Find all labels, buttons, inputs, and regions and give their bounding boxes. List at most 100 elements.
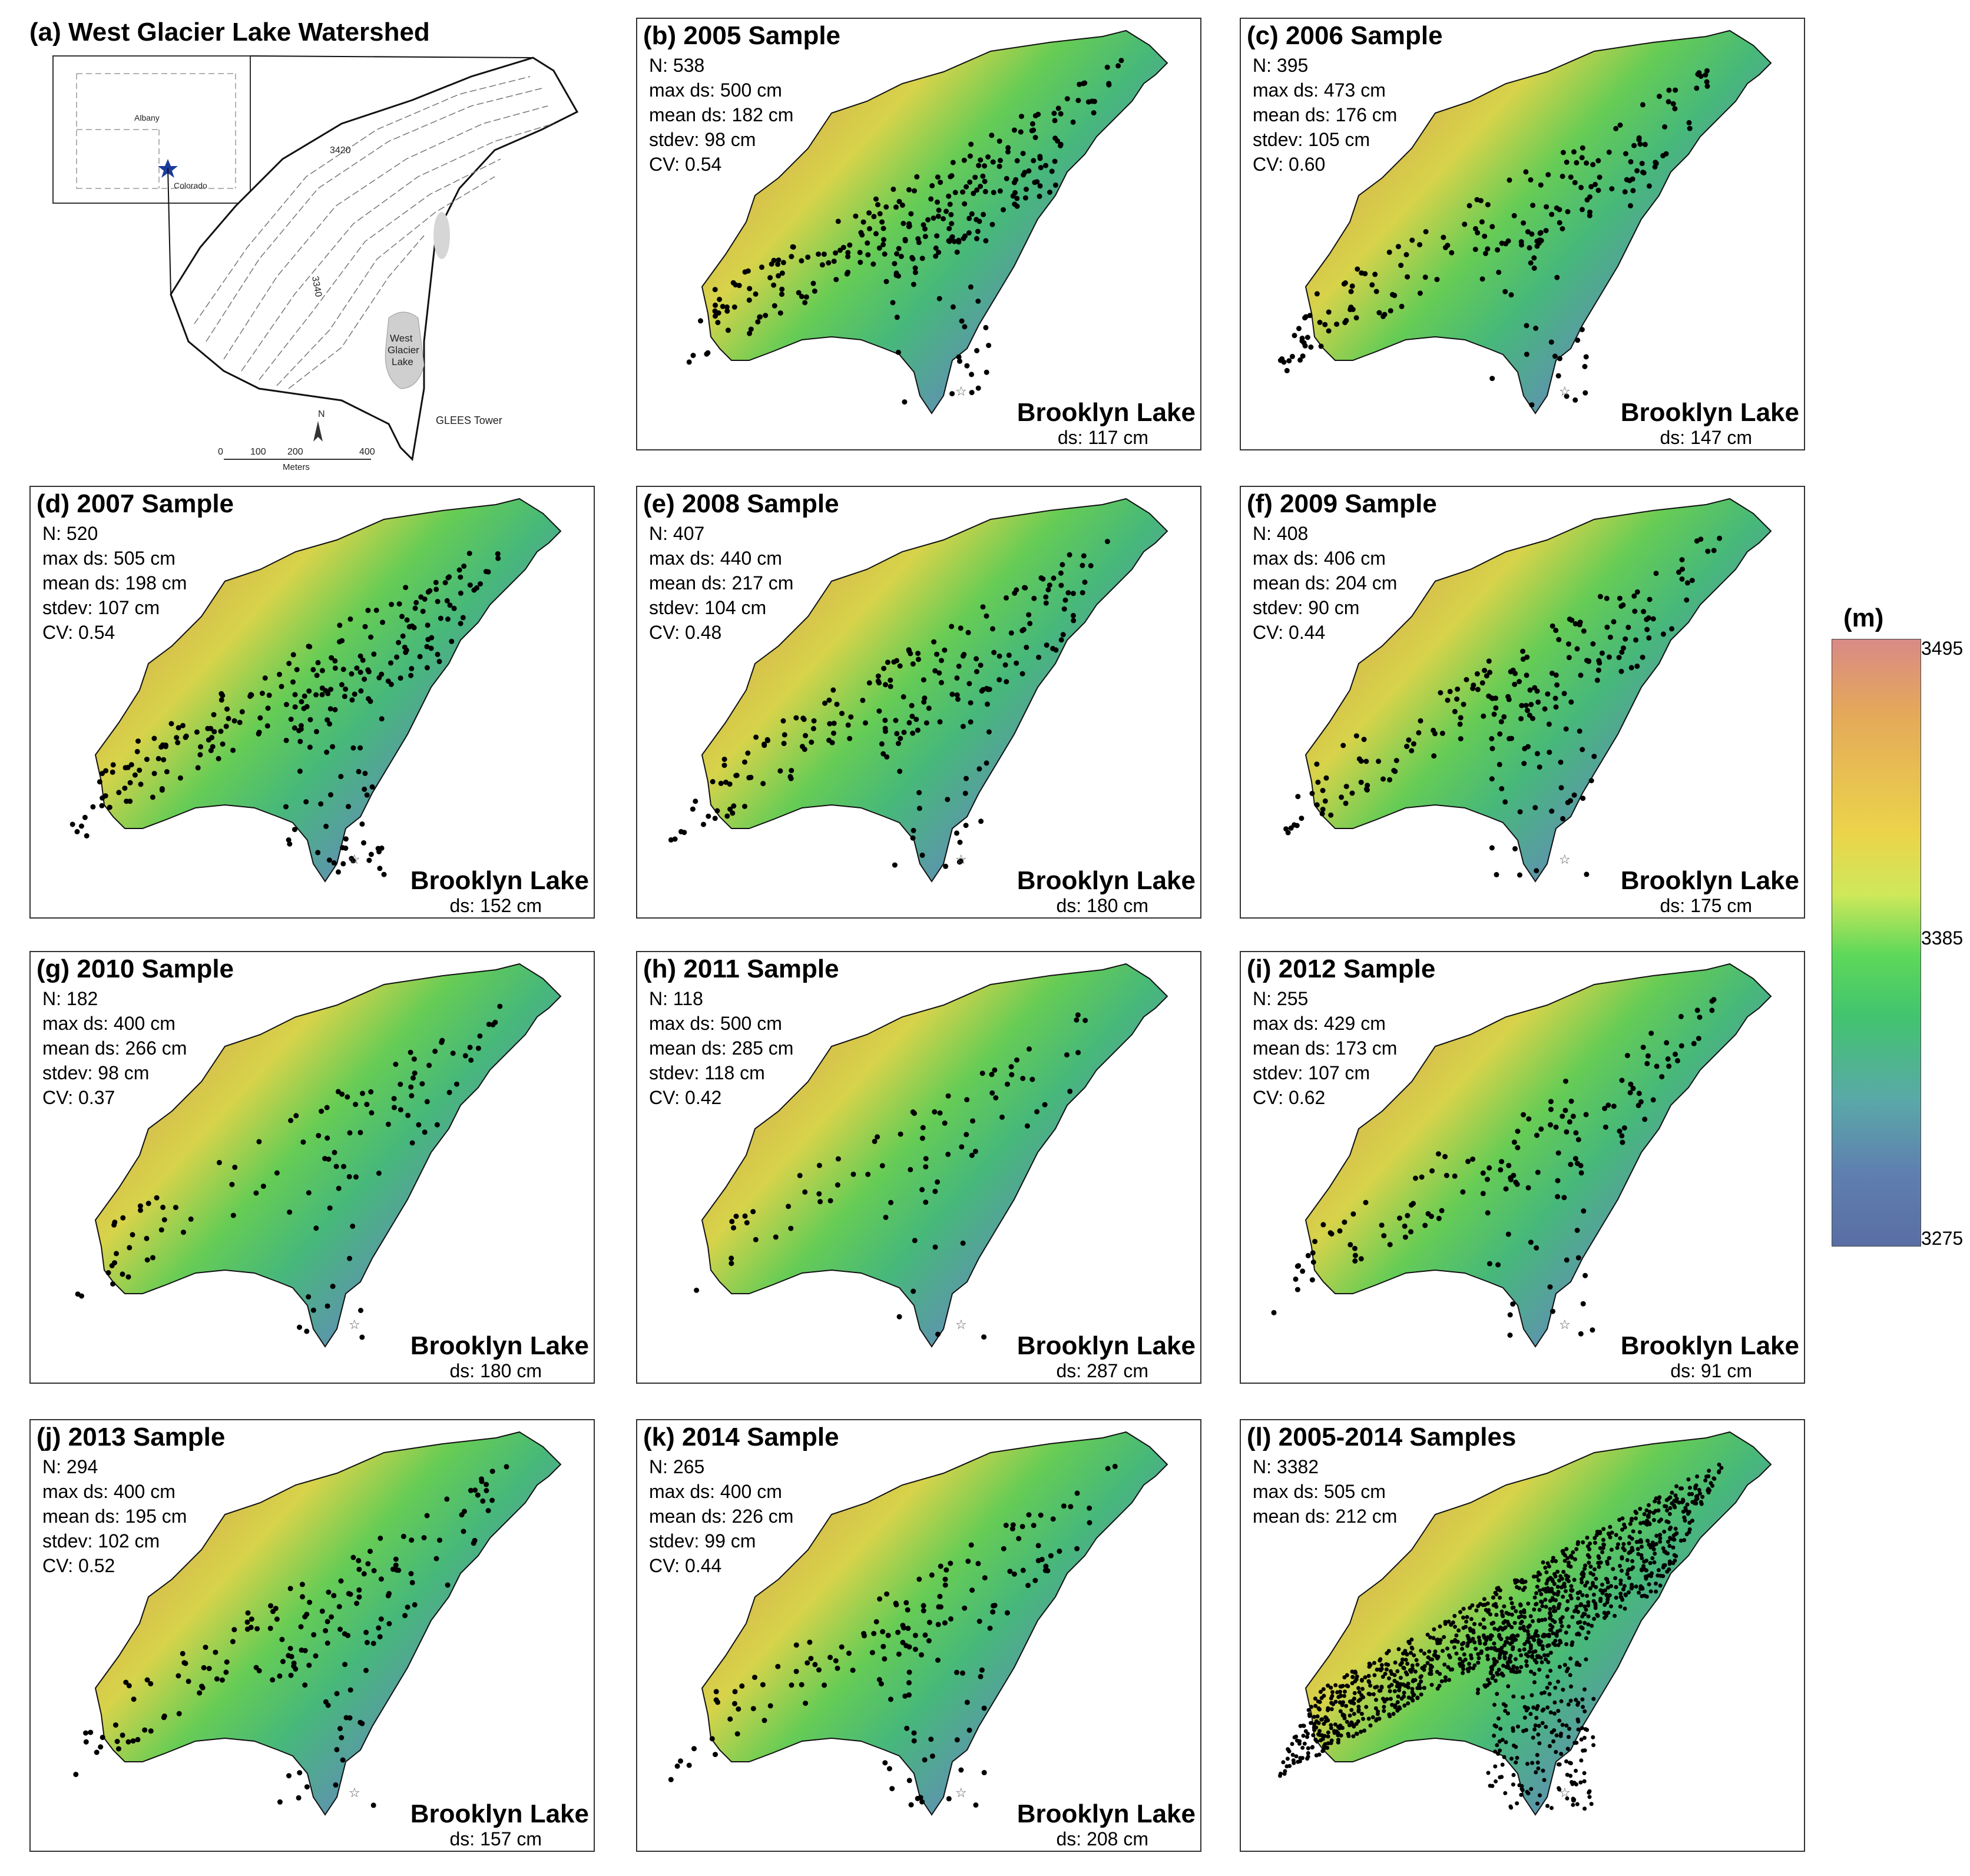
sample-point xyxy=(1644,1576,1648,1581)
sample-point xyxy=(1467,1662,1471,1666)
sample-point xyxy=(1521,1112,1527,1118)
sample-point xyxy=(1567,1726,1572,1731)
station-star-icon: ☆ xyxy=(349,852,360,867)
sample-point xyxy=(775,1663,781,1669)
sample-point xyxy=(1588,1571,1593,1576)
sample-point xyxy=(1565,1556,1570,1560)
sample-point xyxy=(923,720,929,726)
sample-point xyxy=(967,153,973,159)
sample-point xyxy=(910,835,916,841)
sample-point xyxy=(1621,1546,1625,1550)
sample-point xyxy=(974,187,980,193)
sample-point xyxy=(1318,1689,1323,1694)
sample-point xyxy=(942,1576,948,1582)
sample-point xyxy=(1549,1806,1554,1810)
sample-point xyxy=(701,821,706,827)
sample-point xyxy=(1080,590,1085,596)
sample-point xyxy=(100,1735,105,1741)
stat-max: max ds: 505 cm xyxy=(42,548,176,569)
sample-point xyxy=(1621,1125,1627,1131)
sample-point xyxy=(968,719,974,725)
sample-point xyxy=(1525,1663,1529,1668)
sample-point xyxy=(277,671,282,677)
sample-point xyxy=(721,757,727,762)
sample-point xyxy=(1004,595,1009,601)
sample-point xyxy=(364,1102,370,1108)
sample-point xyxy=(1521,761,1527,767)
sample-point xyxy=(1557,220,1562,226)
sample-point xyxy=(1449,1622,1454,1627)
sample-point xyxy=(1509,1612,1514,1617)
sample-point xyxy=(1508,1804,1513,1809)
sample-point xyxy=(406,624,412,629)
sample-point xyxy=(1311,1733,1316,1738)
sample-point xyxy=(114,1251,119,1257)
sample-point xyxy=(1472,247,1478,252)
sample-point xyxy=(1556,1762,1561,1766)
sample-point xyxy=(975,385,981,391)
sample-point xyxy=(1019,628,1025,634)
sample-point xyxy=(315,850,321,856)
sample-point xyxy=(1553,1685,1558,1690)
sample-point xyxy=(424,1099,430,1105)
sample-point xyxy=(132,772,138,778)
sample-point xyxy=(1564,1723,1569,1728)
sample-point xyxy=(244,1626,250,1632)
sample-point xyxy=(313,692,319,698)
sample-point xyxy=(1504,1610,1509,1615)
panel-stats: N: 255 max ds: 429 cm mean ds: 173 cm stdev… xyxy=(1253,986,1397,1110)
sample-point xyxy=(1624,177,1630,183)
sample-point xyxy=(368,851,374,857)
sample-point xyxy=(1666,1520,1671,1524)
sample-point xyxy=(1631,593,1637,599)
sample-point xyxy=(1510,1640,1514,1645)
sample-point xyxy=(1376,310,1382,316)
sample-point xyxy=(1402,1234,1408,1240)
sample-point xyxy=(1545,1561,1550,1566)
sample-point xyxy=(1651,1547,1656,1552)
sample-point xyxy=(974,348,980,353)
sample-point xyxy=(1521,1729,1526,1734)
sample-point xyxy=(145,1201,151,1207)
sample-point xyxy=(1490,1676,1495,1681)
sample-point xyxy=(1673,1505,1677,1510)
sample-point xyxy=(896,349,901,355)
sample-point xyxy=(873,196,879,202)
sample-point xyxy=(1417,242,1423,248)
sample-point xyxy=(997,188,1003,194)
sample-point xyxy=(1306,1751,1310,1755)
sample-point xyxy=(1596,658,1602,664)
sample-point xyxy=(417,654,423,659)
sample-point xyxy=(1547,1692,1552,1696)
sample-point xyxy=(1353,315,1359,321)
sample-point xyxy=(297,768,303,774)
sample-point xyxy=(935,1179,941,1185)
sample-point xyxy=(1010,193,1016,199)
sample-point xyxy=(753,1237,759,1242)
sample-point xyxy=(739,1683,745,1689)
sample-point xyxy=(334,1746,340,1752)
sample-point xyxy=(706,813,711,819)
sample-point xyxy=(144,1257,150,1263)
sample-point xyxy=(929,183,935,188)
sample-point xyxy=(1592,181,1598,187)
sample-point xyxy=(122,785,128,791)
panel-stats: N: 408 max ds: 406 cm mean ds: 204 cm stdev… xyxy=(1253,521,1397,645)
sample-point xyxy=(1582,390,1588,396)
station-snow-depth: ds: 91 cm xyxy=(1670,1360,1752,1381)
sample-point xyxy=(936,250,942,256)
sample-point xyxy=(839,711,845,717)
sample-point xyxy=(1597,1560,1602,1565)
sample-point xyxy=(1601,1546,1605,1550)
sample-point xyxy=(472,1487,478,1493)
sample-point xyxy=(158,744,164,750)
sample-point xyxy=(761,1718,767,1723)
sample-point xyxy=(1653,571,1659,576)
sample-point xyxy=(1432,1627,1436,1632)
sample-point xyxy=(1594,677,1600,683)
sample-point xyxy=(197,1690,203,1696)
sample-point xyxy=(906,720,912,725)
sample-points xyxy=(1283,535,1723,878)
sample-point xyxy=(923,1164,929,1170)
sample-point xyxy=(942,647,948,653)
